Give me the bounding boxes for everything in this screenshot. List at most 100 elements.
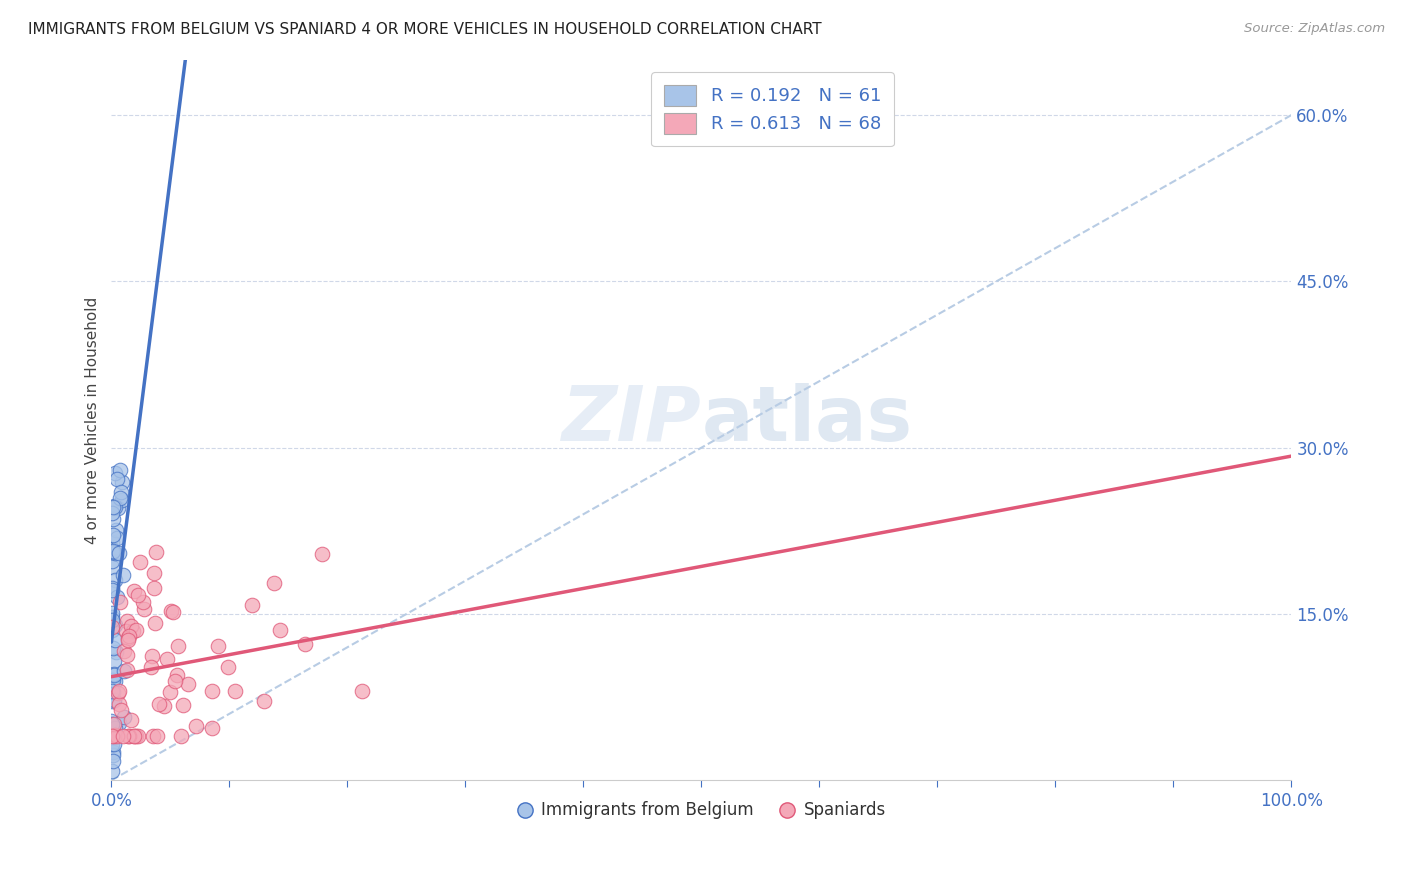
Point	[127, 588, 149, 602]
Point	[100, 764, 122, 778]
Point	[162, 605, 184, 619]
Point	[217, 660, 239, 674]
Point	[201, 684, 224, 698]
Point	[117, 663, 139, 677]
Point	[122, 729, 145, 743]
Point	[101, 541, 124, 556]
Point	[115, 624, 138, 638]
Point	[127, 729, 149, 743]
Point	[103, 668, 125, 682]
Point	[110, 491, 132, 505]
Point	[117, 633, 139, 648]
Point	[166, 667, 188, 681]
Point	[112, 567, 135, 582]
Point	[263, 576, 285, 591]
Point	[170, 729, 193, 743]
Point	[115, 614, 138, 628]
Point	[117, 729, 139, 743]
Point	[101, 610, 124, 624]
Point	[253, 694, 276, 708]
Point	[103, 618, 125, 632]
Point	[107, 686, 129, 700]
Point	[165, 673, 187, 688]
Point	[101, 729, 124, 743]
Point	[101, 729, 124, 743]
Point	[153, 698, 176, 713]
Point	[101, 673, 124, 687]
Point	[145, 545, 167, 559]
Point	[184, 719, 207, 733]
Point	[224, 683, 246, 698]
Point	[142, 581, 165, 595]
Point	[148, 697, 170, 711]
Point	[172, 698, 194, 712]
Point	[101, 745, 124, 759]
Point	[111, 475, 134, 490]
Point	[110, 703, 132, 717]
Point	[104, 674, 127, 689]
Point	[101, 512, 124, 526]
Point	[112, 644, 135, 658]
Point	[311, 548, 333, 562]
Point	[103, 729, 125, 743]
Point	[104, 721, 127, 735]
Point	[124, 583, 146, 598]
Legend: Immigrants from Belgium, Spaniards: Immigrants from Belgium, Spaniards	[510, 795, 893, 826]
Text: ZIP: ZIP	[561, 383, 702, 457]
Point	[108, 463, 131, 477]
Point	[117, 632, 139, 646]
Point	[100, 535, 122, 549]
Point	[156, 652, 179, 666]
Point	[107, 715, 129, 730]
Point	[141, 648, 163, 663]
Point	[101, 554, 124, 568]
Point	[108, 546, 131, 560]
Point	[101, 528, 124, 542]
Point	[103, 692, 125, 706]
Point	[125, 623, 148, 637]
Point	[101, 684, 124, 698]
Point	[103, 728, 125, 742]
Point	[101, 543, 124, 558]
Point	[111, 729, 134, 743]
Point	[112, 664, 135, 678]
Point	[101, 506, 124, 520]
Point	[240, 599, 263, 613]
Y-axis label: 4 or more Vehicles in Household: 4 or more Vehicles in Household	[86, 296, 100, 543]
Point	[100, 607, 122, 621]
Point	[105, 590, 128, 604]
Point	[142, 566, 165, 581]
Point	[112, 709, 135, 723]
Point	[100, 613, 122, 627]
Point	[103, 499, 125, 513]
Point	[101, 685, 124, 699]
Point	[269, 623, 291, 637]
Point	[125, 729, 148, 743]
Point	[159, 685, 181, 699]
Point	[107, 500, 129, 515]
Point	[120, 619, 142, 633]
Point	[101, 694, 124, 708]
Point	[105, 729, 128, 743]
Point	[103, 666, 125, 681]
Point	[121, 624, 143, 638]
Point	[111, 493, 134, 508]
Point	[104, 632, 127, 647]
Point	[101, 545, 124, 559]
Point	[105, 531, 128, 545]
Point	[159, 604, 181, 618]
Point	[117, 729, 139, 743]
Point	[110, 485, 132, 500]
Point	[207, 640, 229, 654]
Point	[145, 729, 167, 743]
Point	[105, 472, 128, 486]
Point	[103, 754, 125, 768]
Point	[201, 721, 224, 735]
Point	[107, 684, 129, 698]
Point	[101, 673, 124, 688]
Point	[134, 601, 156, 615]
Point	[101, 583, 124, 598]
Point	[103, 717, 125, 731]
Point	[100, 716, 122, 731]
Point	[103, 737, 125, 751]
